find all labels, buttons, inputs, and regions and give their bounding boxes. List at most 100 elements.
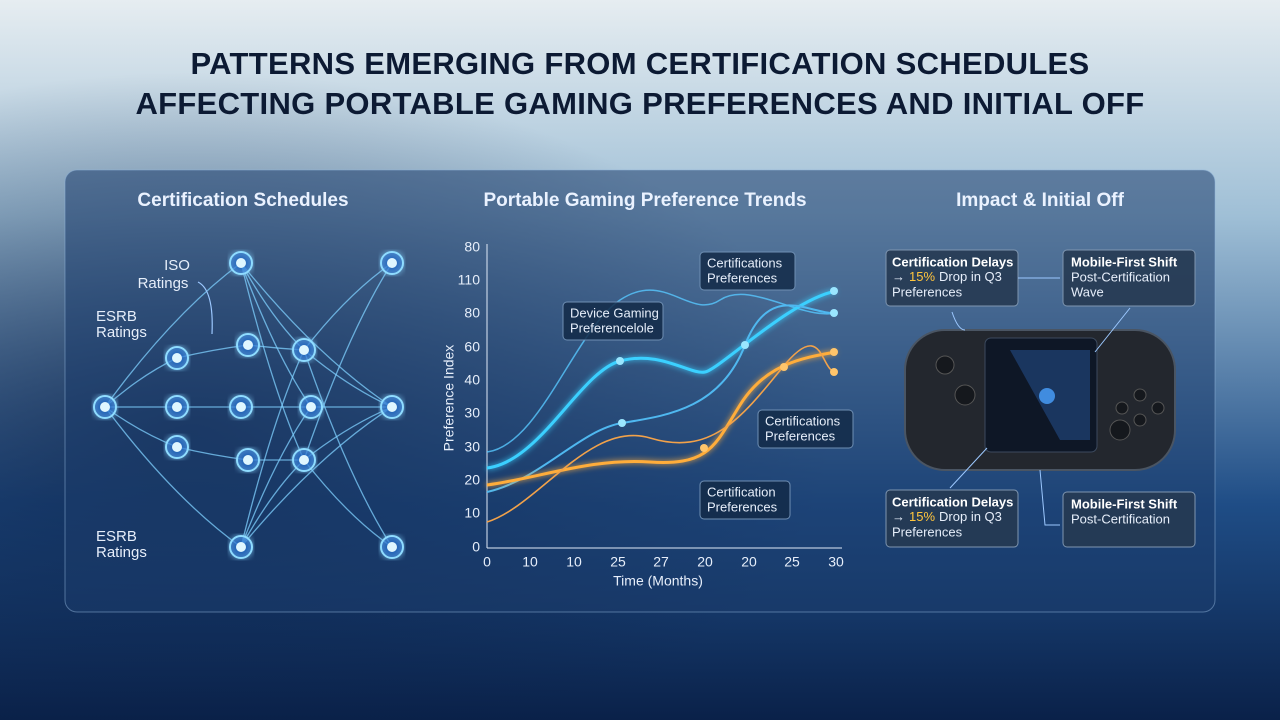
network-node-core — [243, 455, 253, 465]
device — [904, 329, 1176, 471]
annotation-text: Certifications — [765, 413, 841, 428]
axis-label: Time (Months) — [613, 573, 703, 589]
trend-line — [486, 345, 837, 523]
section-heading: Impact & Initial Off — [956, 190, 1125, 211]
point — [616, 357, 624, 365]
impact-rest: Drop in Q3 — [939, 509, 1002, 524]
x-tick-label: 10 — [522, 554, 538, 570]
network-link — [303, 459, 393, 548]
impact-text: → 15% Drop in Q3 — [892, 509, 1002, 524]
y-tick-label: 40 — [464, 372, 480, 388]
trend-line — [486, 304, 837, 493]
impact-highlight: 15% — [909, 269, 935, 284]
impact-text: Preferences — [892, 284, 963, 299]
network-node-core — [172, 402, 182, 412]
network-node-core — [306, 402, 316, 412]
x-tick-label: 25 — [610, 554, 626, 570]
network-node-core — [172, 353, 182, 363]
point — [741, 341, 749, 349]
impact-text: Wave — [1071, 284, 1104, 299]
impact-title: Mobile-First Shift — [1071, 254, 1178, 269]
impact-boxes: Certification Delays→ 15% Drop in Q3Prefer… — [885, 249, 1196, 548]
y-tick-label: 60 — [464, 339, 480, 355]
network-node-core — [100, 402, 110, 412]
node-label: Ratings — [96, 544, 147, 561]
network-link — [240, 406, 312, 548]
trend-line — [486, 289, 837, 453]
point — [700, 444, 708, 452]
impact-rest: Drop in Q3 — [939, 269, 1002, 284]
impact-box — [1062, 491, 1196, 548]
impact-title: Mobile-First Shift — [1071, 496, 1178, 511]
point — [780, 363, 788, 371]
y-tick-label: 80 — [464, 239, 480, 255]
annotation-box — [699, 251, 796, 291]
section-heading: Portable Gaming Preference Trends — [483, 190, 806, 211]
trend-line — [486, 289, 837, 470]
arrow — [949, 447, 988, 489]
impact-text: Post-Certification — [1071, 511, 1170, 526]
node-label: Ratings — [138, 275, 189, 292]
impact-box — [885, 489, 1019, 548]
title-line: PATTERNS EMERGING FROM CERTIFICATION SCH… — [190, 46, 1089, 81]
impact-highlight: 15% — [909, 509, 935, 524]
annotation-text: Certifications — [707, 255, 783, 270]
arrow — [1094, 307, 1131, 353]
annotation-text: Preferences — [707, 270, 778, 285]
annotation-box — [699, 480, 791, 520]
annotation-text: Preferences — [765, 428, 836, 443]
network-node-core — [387, 542, 397, 552]
network-link — [240, 262, 393, 408]
x-tick-label: 25 — [784, 554, 800, 570]
network-link — [303, 349, 393, 548]
y-tick-label: 110 — [458, 272, 481, 288]
y-tick-label: 20 — [464, 472, 480, 488]
node-label: ISO — [164, 257, 190, 274]
network-link — [240, 349, 305, 548]
network-node-core — [299, 345, 309, 355]
title-line: AFFECTING PORTABLE GAMING PREFERENCES AN… — [135, 86, 1144, 121]
impact-title: Certification Delays — [892, 254, 1013, 269]
network-link — [104, 262, 242, 408]
annotation-text: Device Gaming — [570, 305, 659, 320]
node-label: Ratings — [96, 324, 147, 341]
impact-title: Certification Delays — [892, 494, 1013, 509]
x-tick-label: 20 — [697, 554, 713, 570]
point — [830, 287, 838, 295]
impact-box — [1062, 249, 1196, 307]
node-label: ESRB — [96, 308, 137, 325]
axis-label: Preference Index — [441, 345, 457, 452]
point — [830, 368, 838, 376]
y-tick-label: 10 — [464, 505, 480, 521]
network-link — [303, 262, 393, 351]
annotation-box — [757, 409, 854, 449]
impact-text: → 15% Drop in Q3 — [892, 269, 1002, 284]
impact-text: Post-Certification — [1071, 269, 1170, 284]
network-node-core — [172, 442, 182, 452]
node-label: ESRB — [96, 528, 137, 545]
annotation-text: Preferencelole — [570, 320, 654, 335]
y-tick-label: 80 — [464, 305, 480, 321]
trend-chart: Time (Months) Preference Index — [441, 244, 842, 589]
x-tick-label: 27 — [653, 554, 669, 570]
section-heading: Certification Schedules — [137, 190, 348, 211]
point — [618, 419, 626, 427]
x-tick-label: 30 — [828, 554, 844, 570]
x-tick-label: 20 — [741, 554, 757, 570]
arrow — [197, 281, 213, 335]
network-node-core — [387, 402, 397, 412]
network — [93, 251, 404, 559]
annotation-box — [562, 301, 664, 341]
trend-line — [486, 350, 837, 487]
network-node-core — [236, 402, 246, 412]
annotation-text: Certification — [707, 484, 776, 499]
arrow — [1039, 469, 1060, 526]
x-tick-label: 10 — [566, 554, 582, 570]
network-link — [303, 262, 393, 461]
network-node-core — [299, 455, 309, 465]
y-tick-label: 0 — [472, 539, 480, 555]
network-node-core — [243, 340, 253, 350]
